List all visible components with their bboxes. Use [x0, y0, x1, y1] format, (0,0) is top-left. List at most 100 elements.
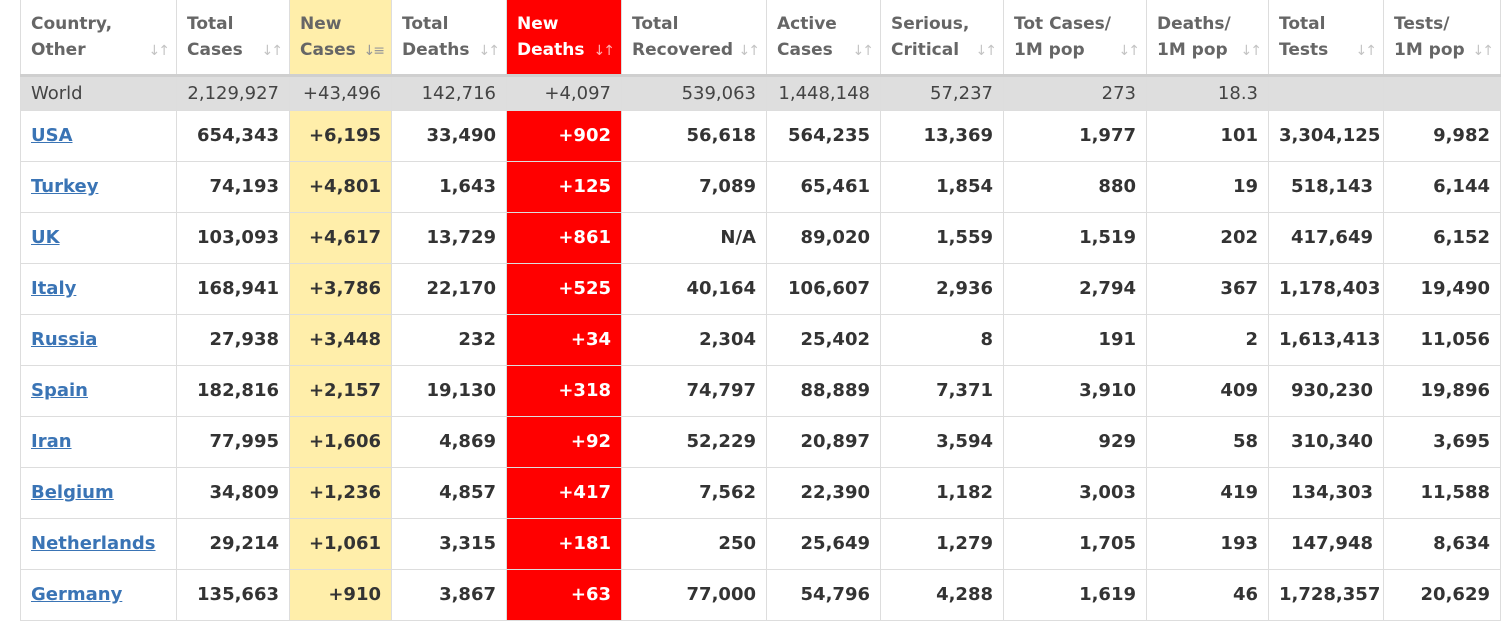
column-header-label-line2: Other — [31, 40, 86, 60]
column-header-label-line2: 1M pop — [1394, 40, 1465, 60]
column-header-tests-per-1m[interactable]: Tests/1M pop ↓↑ — [1383, 0, 1501, 77]
country-link[interactable]: UK — [31, 227, 60, 248]
cell-total-recovered: 2,304 — [621, 314, 767, 366]
column-header-label-line1: New — [300, 14, 342, 34]
table-row: Italy 168,941 +3,786 22,170 +525 40,164 106,60… — [20, 263, 1501, 315]
cell-new-deaths: +125 — [506, 161, 622, 213]
world-cell-total-cases: 2,129,927 — [176, 75, 290, 111]
cell-tot-cases-per-1m: 1,619 — [1003, 569, 1147, 621]
cell-total-recovered: 52,229 — [621, 416, 767, 468]
country-link[interactable]: USA — [31, 125, 73, 146]
world-cell-country: World — [20, 75, 177, 111]
cell-total-deaths: 13,729 — [391, 212, 507, 264]
cell-deaths-per-1m: 2 — [1146, 314, 1269, 366]
column-header-new-deaths[interactable]: New Deaths ↓↑ — [506, 0, 622, 77]
cell-serious-critical: 2,936 — [880, 263, 1004, 315]
cell-active-cases: 88,889 — [766, 365, 881, 417]
country-link[interactable]: Spain — [31, 380, 88, 401]
cell-total-deaths: 3,315 — [391, 518, 507, 570]
cell-total-recovered: 7,089 — [621, 161, 767, 213]
cell-new-cases: +2,157 — [289, 365, 392, 417]
column-header-new-cases[interactable]: New Cases ↓≡ — [289, 0, 392, 77]
cell-total-deaths: 4,869 — [391, 416, 507, 468]
cell-total-recovered: 40,164 — [621, 263, 767, 315]
sort-icon[interactable]: ↓↑ — [261, 43, 284, 59]
cell-tests-per-1m: 9,982 — [1383, 110, 1501, 162]
cell-total-cases: 27,938 — [176, 314, 290, 366]
cell-active-cases: 25,402 — [766, 314, 881, 366]
cell-new-cases: +4,617 — [289, 212, 392, 264]
column-header-total-recovered[interactable]: Total Recovered ↓↑ — [621, 0, 767, 77]
sort-icon[interactable]: ↓↑ — [593, 43, 616, 59]
country-link[interactable]: Germany — [31, 584, 123, 605]
world-cell-active-cases: 1,448,148 — [766, 75, 881, 111]
cell-new-cases: +1,061 — [289, 518, 392, 570]
country-link[interactable]: Iran — [31, 431, 72, 452]
cell-total-deaths: 4,857 — [391, 467, 507, 519]
country-link[interactable]: Netherlands — [31, 533, 156, 554]
cell-tot-cases-per-1m: 1,705 — [1003, 518, 1147, 570]
column-header-label-line2: Deaths — [517, 40, 585, 60]
cell-new-deaths: +861 — [506, 212, 622, 264]
sort-descending-icon[interactable]: ↓≡ — [363, 43, 386, 59]
sort-icon[interactable]: ↓↑ — [478, 43, 501, 59]
sort-icon[interactable]: ↓↑ — [1118, 43, 1141, 59]
cell-new-deaths: +63 — [506, 569, 622, 621]
cell-active-cases: 54,796 — [766, 569, 881, 621]
cell-new-deaths: +34 — [506, 314, 622, 366]
column-header-label-line2: Cases — [300, 40, 356, 60]
column-header-label-line2: Tests — [1279, 40, 1329, 60]
cell-new-deaths: +92 — [506, 416, 622, 468]
sort-icon[interactable]: ↓↑ — [148, 43, 171, 59]
covid-stats-table: Country, Other ↓↑ Total Cases ↓↑ New Cases ↓≡ Tot… — [20, 0, 1501, 621]
country-link[interactable]: Turkey — [31, 176, 99, 197]
column-header-deaths-per-1m[interactable]: Deaths/1M pop ↓↑ — [1146, 0, 1269, 77]
column-header-total-cases[interactable]: Total Cases ↓↑ — [176, 0, 290, 77]
column-header-label-line1: Total — [187, 14, 234, 34]
cell-total-deaths: 33,490 — [391, 110, 507, 162]
sort-icon[interactable]: ↓↑ — [975, 43, 998, 59]
cell-tot-cases-per-1m: 3,910 — [1003, 365, 1147, 417]
column-header-serious-critical[interactable]: Serious, Critical ↓↑ — [880, 0, 1004, 77]
country-link[interactable]: Italy — [31, 278, 77, 299]
column-header-active-cases[interactable]: Active Cases ↓↑ — [766, 0, 881, 77]
cell-total-deaths: 19,130 — [391, 365, 507, 417]
cell-tot-cases-per-1m: 2,794 — [1003, 263, 1147, 315]
cell-new-cases: +3,786 — [289, 263, 392, 315]
sort-icon[interactable]: ↓↑ — [852, 43, 875, 59]
cell-deaths-per-1m: 193 — [1146, 518, 1269, 570]
column-header-label-line2: Cases — [777, 40, 833, 60]
cell-deaths-per-1m: 367 — [1146, 263, 1269, 315]
cell-deaths-per-1m: 101 — [1146, 110, 1269, 162]
cell-country: UK — [20, 212, 177, 264]
column-header-label-line1: Tot Cases/ — [1014, 14, 1111, 34]
column-header-country[interactable]: Country, Other ↓↑ — [20, 0, 177, 77]
table-row: Turkey 74,193 +4,801 1,643 +125 7,089 65,461 1,… — [20, 161, 1501, 213]
cell-new-cases: +910 — [289, 569, 392, 621]
column-header-label-line1: Tests/ — [1394, 14, 1450, 34]
sort-icon[interactable]: ↓↑ — [1240, 43, 1263, 59]
country-link[interactable]: Russia — [31, 329, 98, 350]
world-cell-total-recovered: 539,063 — [621, 75, 767, 111]
sort-icon[interactable]: ↓↑ — [738, 43, 761, 59]
column-header-total-deaths[interactable]: Total Deaths ↓↑ — [391, 0, 507, 77]
cell-new-deaths: +902 — [506, 110, 622, 162]
cell-country: Turkey — [20, 161, 177, 213]
column-header-label-line1: New — [517, 14, 559, 34]
cell-serious-critical: 1,559 — [880, 212, 1004, 264]
country-link[interactable]: Belgium — [31, 482, 114, 503]
column-header-label-line2: Cases — [187, 40, 243, 60]
cell-total-cases: 103,093 — [176, 212, 290, 264]
cell-new-deaths: +318 — [506, 365, 622, 417]
column-header-total-tests[interactable]: Total Tests ↓↑ — [1268, 0, 1384, 77]
table-row: Spain 182,816 +2,157 19,130 +318 74,797 88,889… — [20, 365, 1501, 417]
column-header-tot-cases-per-1m[interactable]: Tot Cases/1M pop ↓↑ — [1003, 0, 1147, 77]
cell-deaths-per-1m: 58 — [1146, 416, 1269, 468]
cell-deaths-per-1m: 19 — [1146, 161, 1269, 213]
sort-icon[interactable]: ↓↑ — [1355, 43, 1378, 59]
world-cell-serious-critical: 57,237 — [880, 75, 1004, 111]
column-header-label-line1: Deaths/ — [1157, 14, 1231, 34]
sort-icon[interactable]: ↓↑ — [1472, 43, 1495, 59]
cell-tests-per-1m: 20,629 — [1383, 569, 1501, 621]
cell-total-cases: 29,214 — [176, 518, 290, 570]
